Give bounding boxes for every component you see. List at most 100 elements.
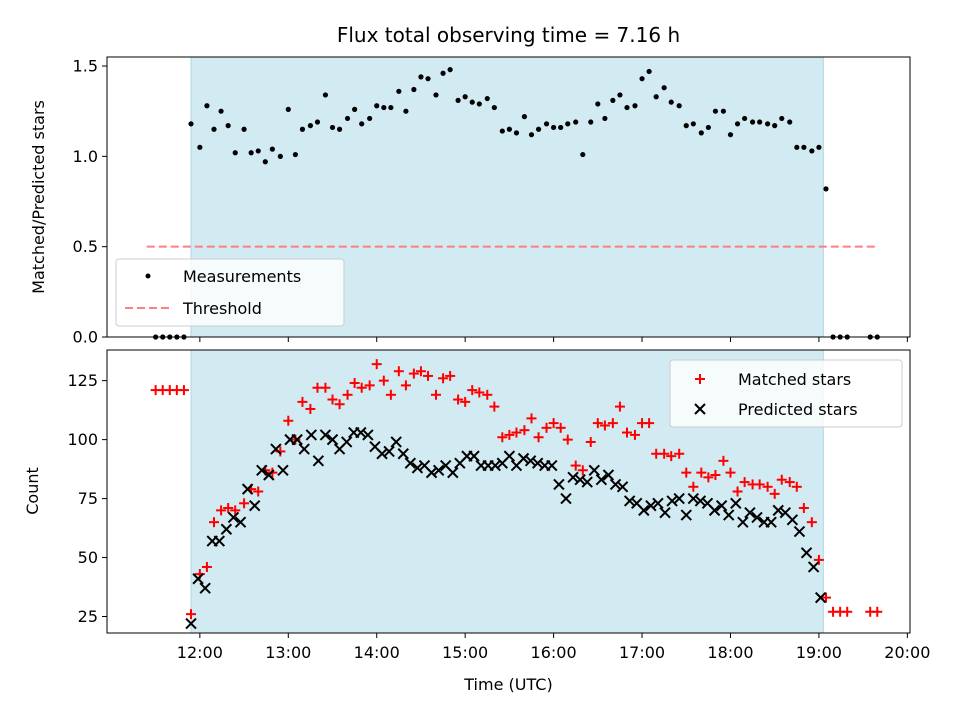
measurement-point — [484, 95, 490, 102]
cross-b — [383, 445, 395, 458]
cross-b — [227, 511, 240, 524]
cross-b — [581, 476, 593, 488]
measurement-point — [314, 119, 321, 125]
measurement-point — [462, 94, 468, 100]
measurement-point — [403, 108, 409, 114]
top-y-ticks: 0.0 0.5 1.0 1.5 — [73, 57, 107, 347]
matched-star-point — [290, 434, 301, 445]
predicted-star-point — [553, 478, 565, 491]
cross-b — [291, 433, 303, 446]
legend-threshold-label: Threshold — [182, 299, 262, 318]
cross-b — [567, 471, 579, 484]
predicted-star-point — [623, 495, 636, 507]
matched-star-point — [674, 448, 685, 459]
predicted-star-point — [567, 471, 579, 484]
matched-star-points — [150, 359, 883, 620]
predicted-star-point — [751, 511, 763, 524]
predicted-star-point — [468, 450, 480, 462]
measurement-point — [727, 132, 734, 138]
matched-star-point — [820, 592, 831, 603]
measurement-point — [344, 115, 351, 122]
predicted-star-point — [524, 455, 537, 467]
measurement-point — [499, 128, 505, 134]
matched-star-point — [562, 434, 573, 445]
matched-star-point — [570, 460, 581, 471]
cross-b — [631, 497, 643, 509]
matched-star-point — [453, 394, 464, 405]
cross-b — [362, 429, 374, 441]
measurement-point — [617, 92, 623, 98]
predicted-star-point — [362, 429, 374, 441]
measurement-point — [374, 103, 380, 109]
cross-b — [673, 492, 685, 505]
predicted-star-point — [411, 462, 424, 474]
matched-star-point — [511, 427, 522, 438]
predicted-star-point — [390, 436, 402, 448]
matched-star-point — [696, 467, 707, 478]
cross-b — [234, 516, 247, 528]
matched-star-point — [872, 606, 883, 617]
predicted-star-point — [708, 504, 721, 517]
matched-star-point — [305, 403, 316, 414]
cross-b — [199, 582, 211, 594]
matched-star-point — [791, 481, 802, 492]
cross-b — [595, 474, 608, 486]
measurement-point — [506, 126, 512, 132]
matched-star-point — [371, 359, 382, 370]
measurement-point — [307, 123, 314, 129]
predicted-star-point — [256, 464, 268, 476]
measurement-point — [580, 151, 586, 158]
cross-b — [553, 478, 565, 491]
matched-star-point — [327, 394, 338, 405]
matched-star-point — [533, 432, 544, 443]
measurement-point — [867, 334, 873, 340]
matched-star-point — [216, 505, 227, 516]
cross-b — [694, 495, 707, 507]
measurement-point — [779, 115, 785, 122]
matched-star-point — [614, 401, 625, 412]
matched-star-point — [186, 609, 197, 620]
predicted-star-point — [666, 495, 678, 507]
cross-b — [305, 429, 317, 441]
predicted-star-point — [404, 457, 417, 469]
predicted-star-point — [659, 507, 671, 519]
measurement-point — [188, 121, 194, 127]
measurement-point — [476, 101, 482, 107]
predicted-star-point — [447, 466, 459, 479]
matched-star-point — [400, 380, 411, 391]
matched-star-point — [178, 385, 189, 396]
predicted-star-point — [291, 433, 303, 446]
legend-predicted-marker — [694, 403, 706, 415]
top-y-tick-label: 1.0 — [73, 147, 98, 166]
x-tick-label: 18:00 — [707, 643, 753, 662]
cross-b — [722, 509, 735, 521]
predicted-star-point — [737, 516, 749, 528]
cross-b — [376, 448, 388, 460]
matched-star-point — [681, 467, 692, 478]
predicted-star-point — [425, 466, 438, 479]
predicted-star-point — [227, 511, 240, 524]
measurement-point — [772, 123, 778, 129]
chart-title: Flux total observing time = 7.16 h — [337, 23, 680, 47]
matched-star-point — [423, 370, 434, 381]
matched-star-point — [342, 389, 353, 400]
measurement-point — [352, 106, 358, 112]
bottom-panel: Count Time (UTC) 25 50 75 100 125 12:00 13:00… — [23, 349, 930, 694]
cross-b — [390, 436, 402, 448]
cross-b — [609, 478, 622, 491]
legend-measurements-label: Measurements — [183, 267, 301, 286]
matched-star-point — [320, 382, 331, 393]
matched-star-point — [474, 387, 485, 398]
matched-star-point — [769, 488, 780, 499]
measurement-point — [433, 92, 439, 98]
measurement-point — [411, 86, 417, 93]
legend-matched-plus — [695, 374, 705, 384]
measurement-point — [292, 151, 298, 158]
predicted-star-point — [355, 426, 367, 439]
measurement-point — [535, 126, 542, 132]
top-legend-box — [115, 258, 345, 327]
predicted-star-point — [531, 457, 544, 469]
matched-star-point — [334, 399, 345, 410]
cross-b — [270, 443, 282, 455]
cross-b — [263, 469, 275, 481]
